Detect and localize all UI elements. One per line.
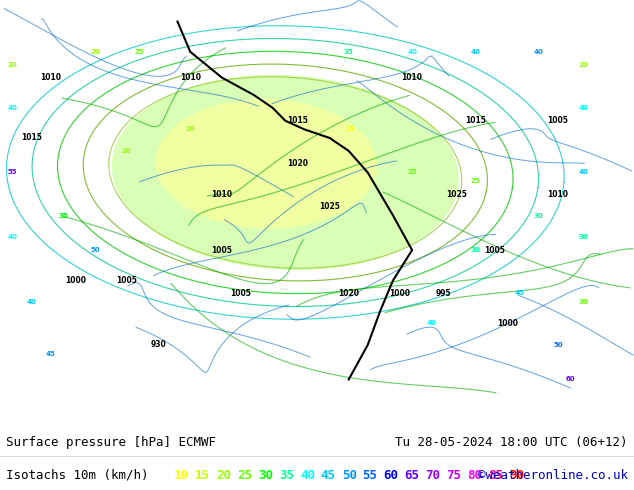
Text: 20: 20 (8, 62, 18, 68)
Text: 40: 40 (8, 234, 18, 240)
Text: 1025: 1025 (320, 202, 340, 212)
Text: 50: 50 (90, 247, 100, 253)
Ellipse shape (155, 99, 377, 229)
Text: 1020: 1020 (287, 159, 309, 169)
Text: 1005: 1005 (484, 245, 505, 255)
Text: 1010: 1010 (40, 73, 61, 82)
Text: 30: 30 (578, 299, 588, 305)
Text: 1010: 1010 (547, 190, 569, 198)
Text: 1000: 1000 (65, 276, 87, 285)
Text: 70: 70 (425, 469, 441, 482)
Text: 995: 995 (436, 289, 451, 298)
Text: 75: 75 (446, 469, 462, 482)
Text: 40: 40 (534, 49, 544, 55)
Text: 1015: 1015 (465, 116, 486, 125)
Text: 20: 20 (578, 62, 588, 68)
Text: 55: 55 (8, 170, 17, 175)
Text: 1020: 1020 (338, 289, 359, 298)
Text: 10: 10 (174, 469, 190, 482)
Text: 50: 50 (342, 469, 357, 482)
Text: 60: 60 (566, 376, 576, 383)
Text: 40: 40 (470, 49, 481, 55)
Text: 80: 80 (467, 469, 482, 482)
Text: 1005: 1005 (548, 116, 568, 125)
Text: 40: 40 (578, 170, 588, 175)
Text: 1005: 1005 (231, 289, 251, 298)
Text: 45: 45 (321, 469, 336, 482)
Text: 1010: 1010 (211, 190, 233, 198)
Text: 30: 30 (258, 469, 273, 482)
Text: Surface pressure [hPa] ECMWF: Surface pressure [hPa] ECMWF (6, 437, 216, 449)
Text: 40: 40 (300, 469, 315, 482)
Text: 30: 30 (470, 247, 481, 253)
Text: ©weatheronline.co.uk: ©weatheronline.co.uk (477, 469, 628, 482)
Text: 40: 40 (8, 105, 18, 111)
Text: 20: 20 (216, 469, 231, 482)
Text: Isotachs 10m (km/h): Isotachs 10m (km/h) (6, 469, 164, 482)
Text: 30: 30 (534, 213, 544, 219)
Text: 1010: 1010 (401, 73, 423, 82)
Text: 20: 20 (122, 148, 132, 154)
Text: 30: 30 (578, 234, 588, 240)
Text: 40: 40 (578, 105, 588, 111)
Text: 1025: 1025 (446, 190, 467, 198)
Text: 10: 10 (344, 126, 354, 132)
Text: 1000: 1000 (389, 289, 410, 298)
Text: 45: 45 (515, 290, 525, 296)
Text: 1015: 1015 (22, 133, 42, 143)
Text: 40: 40 (426, 320, 436, 326)
Text: 60: 60 (384, 469, 399, 482)
Text: 65: 65 (404, 469, 420, 482)
Ellipse shape (112, 75, 459, 270)
Text: 45: 45 (46, 350, 56, 357)
Text: 35: 35 (279, 469, 294, 482)
Text: 1000: 1000 (496, 319, 518, 328)
Text: 40: 40 (407, 49, 417, 55)
Text: 1015: 1015 (288, 116, 308, 125)
Text: 35: 35 (344, 49, 354, 55)
Text: 40: 40 (27, 299, 37, 305)
Text: 1005: 1005 (212, 245, 232, 255)
Text: 25: 25 (408, 170, 417, 175)
Text: 15: 15 (195, 469, 210, 482)
Text: 1010: 1010 (179, 73, 201, 82)
Text: Tu 28-05-2024 18:00 UTC (06+12): Tu 28-05-2024 18:00 UTC (06+12) (395, 437, 628, 449)
Text: 90: 90 (509, 469, 524, 482)
Text: 930: 930 (151, 341, 166, 349)
Text: 35: 35 (58, 213, 68, 219)
Text: 1005: 1005 (117, 276, 137, 285)
Text: 50: 50 (553, 342, 563, 348)
Text: 25: 25 (237, 469, 252, 482)
Text: 85: 85 (488, 469, 503, 482)
Text: 55: 55 (363, 469, 378, 482)
Text: 25: 25 (135, 49, 144, 55)
Text: 20: 20 (90, 49, 100, 55)
Text: 25: 25 (471, 178, 480, 184)
Text: 20: 20 (185, 126, 195, 132)
